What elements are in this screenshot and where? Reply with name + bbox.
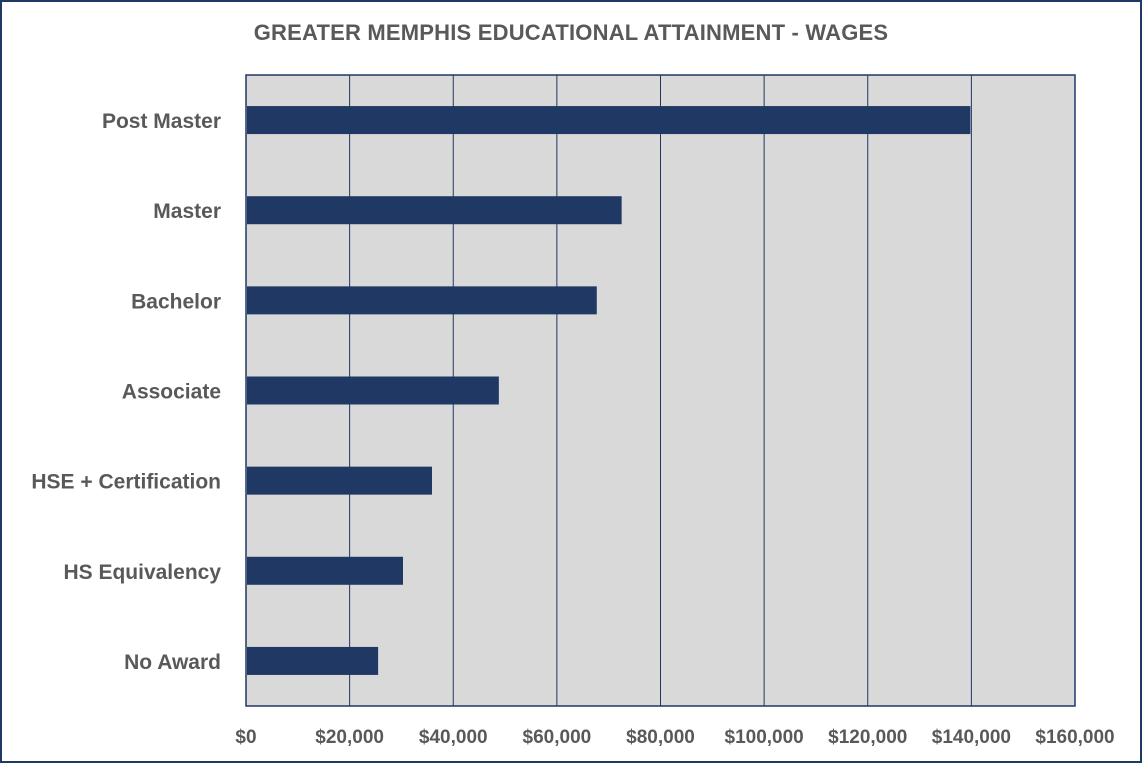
x-tick-label: $160,000: [1035, 727, 1114, 748]
bar-hs-equivalency: [247, 556, 403, 585]
x-tick-label: $100,000: [725, 727, 804, 748]
bar-no-award: [247, 646, 379, 675]
chart-title: GREATER MEMPHIS EDUCATIONAL ATTAINMENT -…: [253, 20, 889, 45]
x-tick-label: $140,000: [932, 727, 1011, 748]
bar-post-master: [247, 106, 971, 135]
plot-border: [245, 74, 1076, 707]
x-tick-label: $120,000: [828, 727, 907, 748]
category-labels: Post Master Master Bachelor Associate HSE + …: [31, 110, 221, 674]
bars: [247, 106, 971, 675]
category-label: HS Equivalency: [63, 561, 221, 584]
category-label: Bachelor: [131, 290, 221, 313]
gridlines: [349, 75, 972, 706]
x-tick-label: $80,000: [626, 727, 695, 748]
category-label: No Award: [124, 651, 221, 674]
category-label: Post Master: [102, 110, 221, 133]
category-label: Associate: [122, 381, 221, 404]
x-tick-label: $60,000: [523, 727, 592, 748]
bar-hse-certification: [247, 466, 433, 495]
x-tick-label: $0: [235, 727, 256, 748]
x-tick-label: $40,000: [419, 727, 488, 748]
category-label: HSE + Certification: [31, 471, 221, 494]
bar-associate: [247, 376, 499, 405]
bar-master: [247, 196, 622, 225]
x-tick-labels: $0 $20,000 $40,000 $60,000 $80,000 $100,000 $1…: [235, 727, 1114, 748]
category-label: Master: [153, 200, 221, 223]
bar-bachelor: [247, 286, 597, 315]
x-tick-label: $20,000: [315, 727, 384, 748]
